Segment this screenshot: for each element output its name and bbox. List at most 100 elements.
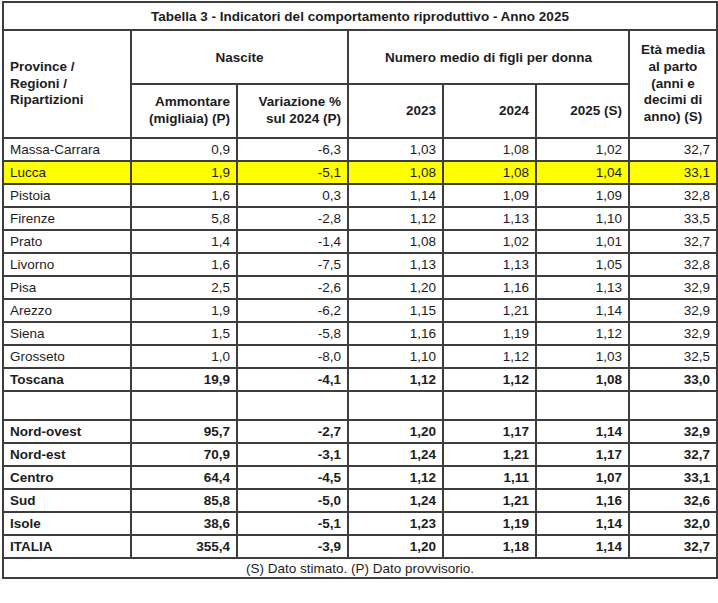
cell-value: 1,24 xyxy=(348,489,443,512)
table-row: ITALIA355,4-3,91,201,181,1432,7 xyxy=(3,535,717,558)
cell-value: 1,16 xyxy=(443,276,536,299)
cell-value: 1,09 xyxy=(443,184,536,207)
statistical-table-page: Tabella 3 - Indicatori del comportamento… xyxy=(0,0,718,603)
cell-value: 1,20 xyxy=(348,535,443,558)
cell-value: 32,0 xyxy=(629,512,717,535)
cell-value: 1,12 xyxy=(348,466,443,489)
cell-value: 1,24 xyxy=(348,443,443,466)
table-row: Isole38,6-5,11,231,191,1432,0 xyxy=(3,512,717,535)
cell-value: 1,14 xyxy=(536,535,629,558)
cell-value: 1,16 xyxy=(348,322,443,345)
cell-value xyxy=(348,391,443,420)
column-header-province: Province / Regioni / Ripartizioni xyxy=(3,30,131,138)
cell-value: 1,02 xyxy=(536,138,629,161)
cell-value: 32,7 xyxy=(629,443,717,466)
cell-value: 1,5 xyxy=(131,322,237,345)
row-label: Grosseto xyxy=(3,345,131,368)
table-body: Massa-Carrara0,9-6,31,031,081,0232,7Lucc… xyxy=(3,138,717,558)
cell-value: 1,15 xyxy=(348,299,443,322)
cell-value: 38,6 xyxy=(131,512,237,535)
cell-value: 1,08 xyxy=(348,230,443,253)
cell-value: -7,5 xyxy=(237,253,348,276)
cell-value xyxy=(237,391,348,420)
cell-value: 1,12 xyxy=(348,207,443,230)
cell-value: 1,4 xyxy=(131,230,237,253)
cell-value: -4,1 xyxy=(237,368,348,391)
cell-value: 32,9 xyxy=(629,299,717,322)
cell-value: 32,9 xyxy=(629,420,717,443)
table-row: Livorno1,6-7,51,131,131,0532,8 xyxy=(3,253,717,276)
cell-value: 1,21 xyxy=(443,443,536,466)
row-label: Firenze xyxy=(3,207,131,230)
cell-value: -5,1 xyxy=(237,161,348,184)
cell-value: 1,13 xyxy=(348,253,443,276)
cell-value: 5,8 xyxy=(131,207,237,230)
cell-value: -2,8 xyxy=(237,207,348,230)
cell-value: 1,9 xyxy=(131,299,237,322)
column-header-variazione: Variazione % sul 2024 (P) xyxy=(237,84,348,138)
header-group-row: Province / Regioni / Ripartizioni Nascit… xyxy=(3,30,717,84)
row-label: Livorno xyxy=(3,253,131,276)
cell-value: 1,13 xyxy=(443,207,536,230)
cell-value: -2,7 xyxy=(237,420,348,443)
cell-value: -2,6 xyxy=(237,276,348,299)
table-row: Sud85,8-5,01,241,211,1632,6 xyxy=(3,489,717,512)
cell-value: 32,7 xyxy=(629,230,717,253)
cell-value xyxy=(443,391,536,420)
cell-value xyxy=(131,391,237,420)
cell-value: -3,1 xyxy=(237,443,348,466)
cell-value: 33,1 xyxy=(629,466,717,489)
cell-value: 95,7 xyxy=(131,420,237,443)
cell-value: -5,0 xyxy=(237,489,348,512)
table-row: Nord-ovest95,7-2,71,201,171,1432,9 xyxy=(3,420,717,443)
row-label: Siena xyxy=(3,322,131,345)
cell-value: 1,14 xyxy=(536,512,629,535)
cell-value: -5,8 xyxy=(237,322,348,345)
table-row: Prato1,4-1,41,081,021,0132,7 xyxy=(3,230,717,253)
cell-value: 85,8 xyxy=(131,489,237,512)
cell-value: 32,7 xyxy=(629,138,717,161)
cell-value: 1,05 xyxy=(536,253,629,276)
cell-value: 1,20 xyxy=(348,420,443,443)
cell-value: 1,08 xyxy=(348,161,443,184)
cell-value: -4,5 xyxy=(237,466,348,489)
cell-value: -3,9 xyxy=(237,535,348,558)
cell-value: -5,1 xyxy=(237,512,348,535)
cell-value xyxy=(536,391,629,420)
cell-value: 19,9 xyxy=(131,368,237,391)
cell-value: 1,07 xyxy=(536,466,629,489)
cell-value: -1,4 xyxy=(237,230,348,253)
row-label: Lucca xyxy=(3,161,131,184)
cell-value: 1,18 xyxy=(443,535,536,558)
table-row: Lucca1,9-5,11,081,081,0433,1 xyxy=(3,161,717,184)
table-header: Tabella 3 - Indicatori del comportamento… xyxy=(3,2,717,138)
column-header-2024: 2024 xyxy=(443,84,536,138)
cell-value: 32,9 xyxy=(629,322,717,345)
cell-value: 1,21 xyxy=(443,489,536,512)
cell-value: 1,14 xyxy=(348,184,443,207)
table-row: Pisa2,5-2,61,201,161,1332,9 xyxy=(3,276,717,299)
row-label: Prato xyxy=(3,230,131,253)
cell-value: 1,6 xyxy=(131,184,237,207)
row-label: Pisa xyxy=(3,276,131,299)
cell-value: 1,04 xyxy=(536,161,629,184)
row-label: Isole xyxy=(3,512,131,535)
column-group-nascite: Nascite xyxy=(131,30,348,84)
cell-value: 32,6 xyxy=(629,489,717,512)
cell-value: 1,11 xyxy=(443,466,536,489)
cell-value: -8,0 xyxy=(237,345,348,368)
title-row: Tabella 3 - Indicatori del comportamento… xyxy=(3,2,717,30)
cell-value: 1,9 xyxy=(131,161,237,184)
cell-value: 1,16 xyxy=(536,489,629,512)
cell-value: 1,08 xyxy=(443,161,536,184)
row-label: Toscana xyxy=(3,368,131,391)
table-title: Tabella 3 - Indicatori del comportamento… xyxy=(3,2,717,30)
cell-value: -6,2 xyxy=(237,299,348,322)
cell-value: 1,20 xyxy=(348,276,443,299)
cell-value: 1,17 xyxy=(443,420,536,443)
cell-value: 1,13 xyxy=(536,276,629,299)
cell-value: 1,03 xyxy=(536,345,629,368)
row-label: ITALIA xyxy=(3,535,131,558)
cell-value: 1,10 xyxy=(348,345,443,368)
table-row: Centro64,4-4,51,121,111,0733,1 xyxy=(3,466,717,489)
